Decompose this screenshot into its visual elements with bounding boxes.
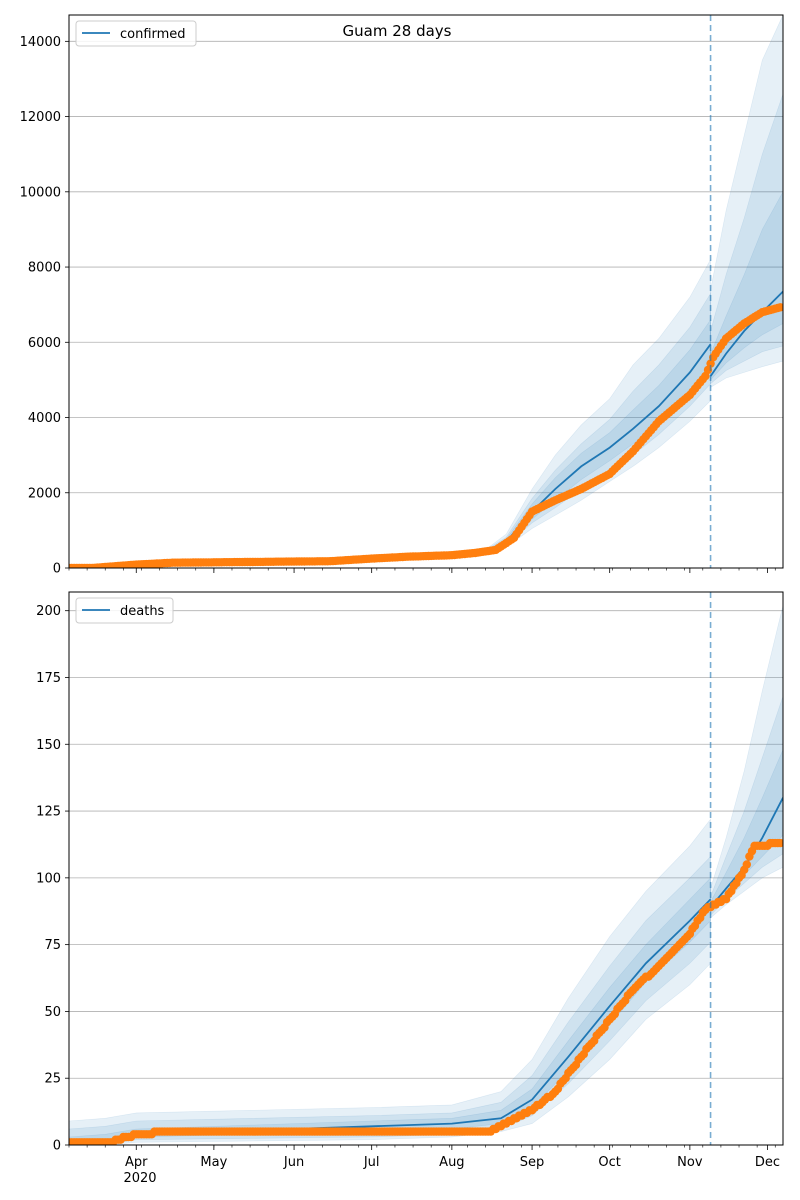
y-tick-label: 6000 — [28, 336, 61, 351]
y-tick-label: 0 — [53, 1139, 61, 1154]
legend-box — [75, 20, 197, 47]
observed-point — [776, 303, 783, 312]
x-tick-label: Apr — [125, 1155, 148, 1170]
year-label: 2020 — [123, 1171, 156, 1186]
y-tick-label: 4000 — [28, 411, 61, 426]
x-tick-label: May — [200, 1155, 227, 1170]
confirmed-panel: 0 2000 4000 6000 8000 10000 12000 14000 confirm… — [20, 14, 784, 577]
y-tick-label: 0 — [53, 562, 61, 577]
y-tick-label: 50 — [44, 1005, 61, 1020]
y-tick-label: 2000 — [28, 486, 61, 501]
x-tick-label: Nov — [677, 1155, 703, 1170]
x-tick-label: Oct — [598, 1155, 620, 1170]
legend-box — [75, 597, 174, 624]
y-tick-label: 150 — [36, 738, 61, 753]
observed-point — [706, 359, 715, 368]
x-axis: Apr May Jun Jul Aug Sep Oct Nov Dec — [68, 1145, 780, 1170]
plot-frame — [68, 591, 784, 1146]
y-tick-label: 100 — [36, 871, 61, 886]
legend: confirmed — [75, 20, 197, 47]
x-axis — [68, 568, 776, 573]
y-tick-label: 75 — [44, 938, 61, 953]
grid-lines — [69, 40, 783, 569]
y-tick-label: 8000 — [28, 261, 61, 276]
forecast-band — [710, 15, 783, 388]
x-tick-label: Dec — [755, 1155, 780, 1170]
y-tick-label: 175 — [36, 671, 61, 686]
legend-label: confirmed — [120, 27, 186, 42]
y-axis: 0 25 50 75 100 125 150 175 200 — [36, 604, 69, 1154]
chart-title: Guam 28 days — [343, 22, 452, 40]
forecast-line — [709, 290, 783, 377]
observed-points — [69, 303, 783, 568]
y-tick-label: 200 — [36, 604, 61, 619]
plot-frame — [68, 14, 784, 569]
observed-points — [69, 838, 783, 1145]
legend-label: deaths — [120, 604, 165, 619]
x-tick-label: Jul — [363, 1155, 380, 1170]
x-tick-label: Jun — [283, 1155, 304, 1170]
observed-point — [776, 838, 783, 848]
x-tick-label: Aug — [439, 1155, 464, 1170]
y-tick-label: 14000 — [20, 35, 61, 50]
observed-point — [742, 860, 751, 869]
y-tick-label: 10000 — [20, 185, 61, 200]
x-tick-label: Sep — [520, 1155, 545, 1170]
uncertainty-bands — [69, 605, 783, 1145]
legend: deaths — [75, 597, 174, 624]
y-axis: 0 2000 4000 6000 8000 10000 12000 14000 — [20, 35, 69, 577]
y-tick-label: 25 — [44, 1072, 61, 1087]
uncertainty-bands — [69, 15, 783, 568]
forecast-band — [710, 605, 783, 919]
grid-lines — [69, 610, 783, 1146]
y-tick-label: 12000 — [20, 110, 61, 125]
y-tick-label: 125 — [36, 805, 61, 820]
deaths-panel: 0 25 50 75 100 125 150 175 200 Apr May Jun Jul Aug Se… — [36, 591, 784, 1186]
